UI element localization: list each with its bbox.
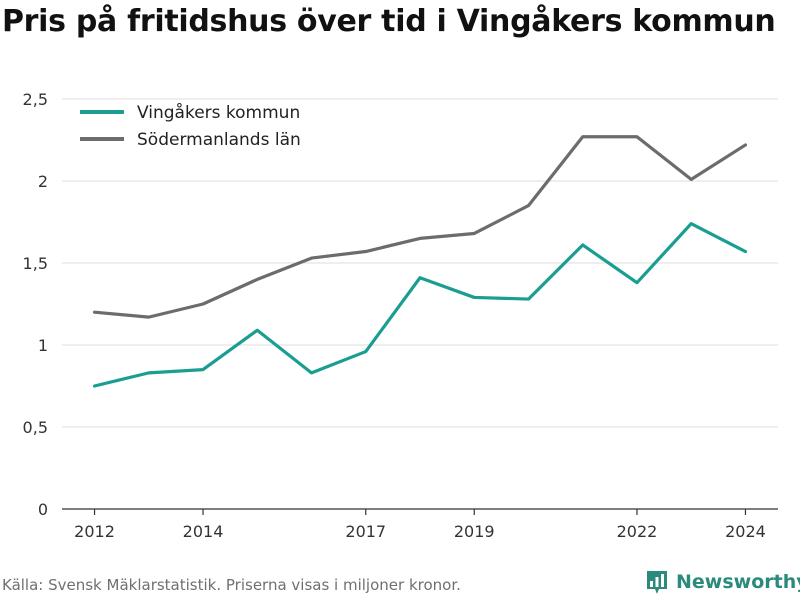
x-tick-label: 2014 bbox=[183, 522, 224, 541]
x-tick-label: 2017 bbox=[345, 522, 386, 541]
x-tick-label: 2022 bbox=[617, 522, 658, 541]
series-line-sodermanland bbox=[92, 135, 748, 319]
x-tick-label: 2024 bbox=[725, 522, 766, 541]
y-tick-label: 2 bbox=[38, 172, 48, 191]
x-tick-label: 2012 bbox=[74, 522, 115, 541]
chart-title: Pris på fritidshus över tid i Vingåkers … bbox=[2, 4, 776, 39]
y-tick-label: 1,5 bbox=[23, 254, 48, 273]
brand-logo: Newsworthy bbox=[645, 568, 800, 596]
y-tick-label: 1 bbox=[38, 336, 48, 355]
legend-label: Södermanlands län bbox=[137, 130, 301, 150]
x-tick-label: 2019 bbox=[454, 522, 495, 541]
brand-name: Newsworthy bbox=[676, 571, 800, 593]
source-note: Källa: Svensk Mäklarstatistik. Priserna … bbox=[2, 576, 461, 594]
y-tick-label: 0 bbox=[38, 500, 48, 519]
legend-label: Vingåkers kommun bbox=[137, 102, 300, 123]
y-tick-label: 2,5 bbox=[23, 90, 48, 109]
y-tick-label: 0,5 bbox=[23, 418, 48, 437]
series-line-vingaker bbox=[92, 222, 748, 388]
bar-chart-logo-icon bbox=[647, 571, 667, 594]
